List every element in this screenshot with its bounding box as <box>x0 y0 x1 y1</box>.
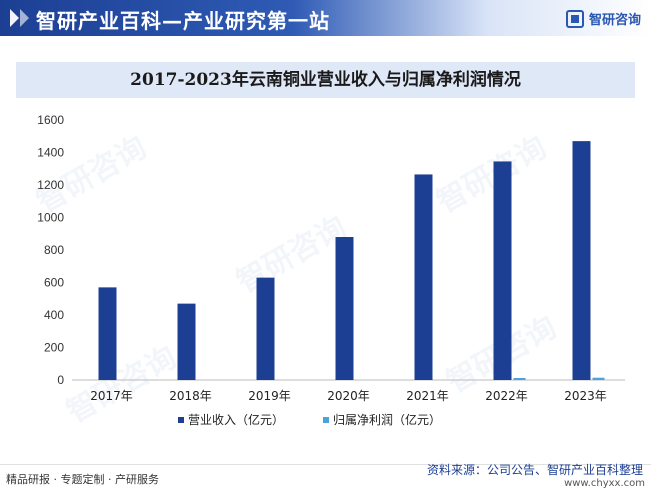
y-tick-label: 200 <box>44 341 64 355</box>
y-tick-label: 1400 <box>37 146 64 160</box>
footer-divider <box>0 464 651 465</box>
header-bar: 智研产业百科—产业研究第一站 <box>0 0 651 36</box>
bar-net-profit <box>513 378 526 380</box>
x-tick-label: 2019年 <box>248 389 291 403</box>
brand-logo[interactable]: 智研咨询 <box>565 9 641 28</box>
legend-swatch <box>178 417 184 423</box>
chevron-right-icon <box>20 9 29 27</box>
header-title: 智研产业百科—产业研究第一站 <box>36 9 330 33</box>
y-tick-label: 1600 <box>37 113 64 127</box>
y-tick-label: 400 <box>44 308 64 322</box>
bar-revenue <box>414 174 433 380</box>
bar-revenue <box>335 237 354 380</box>
brand-name: 智研咨询 <box>588 13 641 28</box>
y-tick-label: 1000 <box>37 211 64 225</box>
site-url: www.chyxx.com <box>564 478 645 489</box>
brand-logo-icon <box>565 9 584 28</box>
y-tick-label: 0 <box>57 373 64 387</box>
x-tick-label: 2018年 <box>169 389 212 403</box>
x-tick-label: 2023年 <box>564 389 607 403</box>
source-note: 资料来源：公司公告、智研产业百科整理 <box>426 463 643 477</box>
bar-revenue <box>177 303 196 380</box>
legend-label: 归属净利润（亿元） <box>333 412 441 427</box>
x-tick-label: 2022年 <box>485 389 528 403</box>
bar-revenue <box>256 277 275 380</box>
bar-revenue <box>572 141 591 380</box>
bar-revenue <box>98 287 117 380</box>
footer-tagline: 精品研报 · 专题定制 · 产研服务 <box>6 473 159 486</box>
y-tick-label: 600 <box>44 276 64 290</box>
bar-revenue <box>493 161 512 380</box>
bar-net-profit <box>592 377 605 380</box>
chart: 0 200 400 600 800 1000 1200 1400 1600 2017年 2018年 2… <box>37 113 625 427</box>
chart-title: 2017-2023年云南铜业营业收入与归属净利润情况 <box>16 62 635 98</box>
x-tick-label: 2021年 <box>406 389 449 403</box>
x-tick-label: 2020年 <box>327 389 370 403</box>
chevron-right-icon <box>10 9 19 27</box>
y-tick-label: 1200 <box>37 178 64 192</box>
legend-label: 营业收入（亿元） <box>188 412 284 427</box>
x-tick-label: 2017年 <box>90 389 133 403</box>
legend-swatch <box>323 417 329 423</box>
y-tick-label: 800 <box>44 243 64 257</box>
